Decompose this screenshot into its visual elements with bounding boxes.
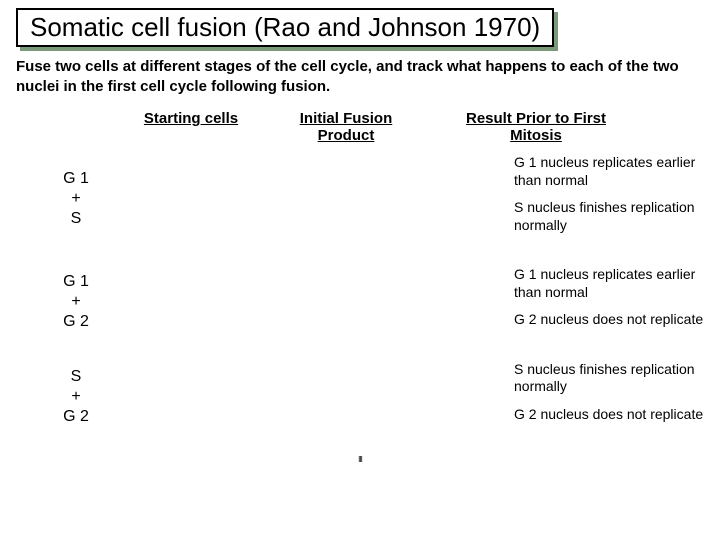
table-row: G 1 + G 2 G 1 nucleus replicates earlier… — [16, 266, 704, 339]
results-block: S nucleus finishes replication normally … — [514, 361, 704, 434]
result-line: G 2 nucleus does not replicate — [514, 406, 704, 424]
description-text: Fuse two cells at different stages of th… — [16, 57, 704, 96]
result-line: S nucleus finishes replication normally — [514, 199, 704, 234]
combo-plus: + — [46, 189, 106, 209]
header-result: Result Prior to First Mitosis — [456, 110, 616, 144]
footer-mark: III — [16, 455, 704, 464]
table-row: S + G 2 S nucleus finishes replication n… — [16, 361, 704, 434]
combo-plus: + — [46, 387, 106, 407]
result-line: G 1 nucleus replicates earlier than norm… — [514, 154, 704, 189]
combo-top: G 1 — [46, 272, 106, 292]
header-starting-cells: Starting cells — [126, 110, 256, 144]
header-gap — [416, 110, 456, 144]
result-line: G 1 nucleus replicates earlier than norm… — [514, 266, 704, 301]
combo-top: G 1 — [46, 169, 106, 189]
combo-label: G 1 + S — [46, 169, 106, 229]
combo-label: S + G 2 — [46, 367, 106, 427]
header-initial-fusion: Initial Fusion Product — [276, 110, 416, 144]
result-line: S nucleus finishes replication normally — [514, 361, 704, 396]
combo-label: G 1 + G 2 — [46, 272, 106, 332]
header-gap — [256, 110, 276, 144]
combo-bot: S — [46, 209, 106, 229]
column-headers: Starting cells Initial Fusion Product Re… — [126, 110, 704, 144]
page-title: Somatic cell fusion (Rao and Johnson 197… — [16, 8, 554, 47]
table-row: G 1 + S G 1 nucleus replicates earlier t… — [16, 154, 704, 244]
combo-bot: G 2 — [46, 407, 106, 427]
result-line: G 2 nucleus does not replicate — [514, 311, 704, 329]
combo-bot: G 2 — [46, 312, 106, 332]
results-block: G 1 nucleus replicates earlier than norm… — [514, 154, 704, 244]
combo-plus: + — [46, 292, 106, 312]
results-block: G 1 nucleus replicates earlier than norm… — [514, 266, 704, 339]
combo-top: S — [46, 367, 106, 387]
